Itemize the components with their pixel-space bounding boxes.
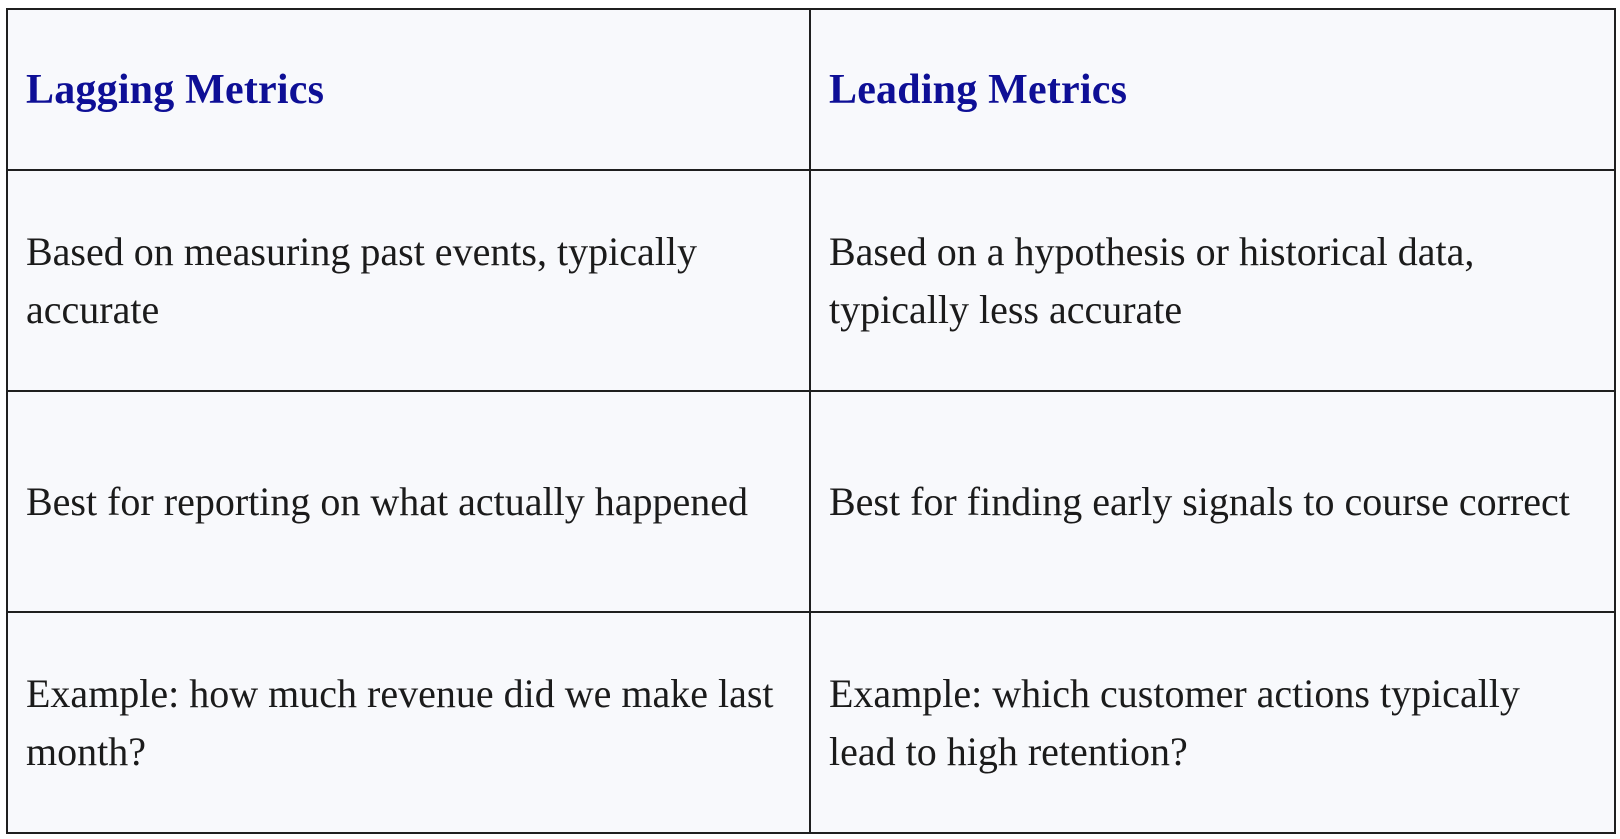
table-cell: Best for finding early signals to course…: [809, 390, 1616, 613]
metrics-comparison-table: Lagging Metrics Leading Metrics Based on…: [6, 8, 1616, 834]
table-header-row: Lagging Metrics Leading Metrics: [6, 8, 1616, 171]
table-cell: Example: how much revenue did we make la…: [6, 611, 811, 834]
header-lagging-metrics: Lagging Metrics: [6, 8, 811, 171]
table-cell: Example: which customer actions typicall…: [809, 611, 1616, 834]
table-cell: Based on measuring past events, typicall…: [6, 169, 811, 392]
table-cell: Based on a hypothesis or historical data…: [809, 169, 1616, 392]
header-leading-metrics: Leading Metrics: [809, 8, 1616, 171]
table-row: Based on measuring past events, typicall…: [6, 169, 1616, 392]
table-row: Best for reporting on what actually happ…: [6, 390, 1616, 613]
table-row: Example: how much revenue did we make la…: [6, 611, 1616, 834]
table-cell: Best for reporting on what actually happ…: [6, 390, 811, 613]
